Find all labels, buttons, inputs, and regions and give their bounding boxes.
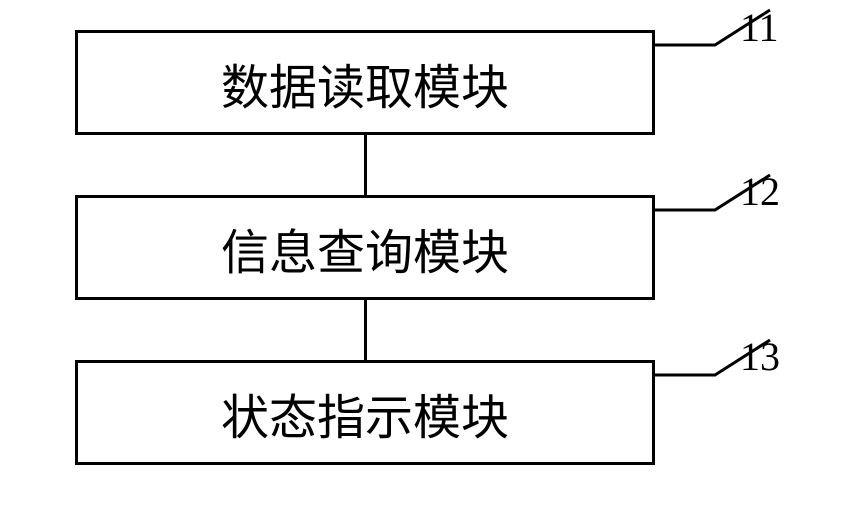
connector-b1-b2: [364, 135, 367, 195]
callout-number: 11: [740, 4, 779, 51]
block-status-indicator-module: 状态指示模块: [75, 360, 655, 465]
block-label: 信息查询模块: [221, 213, 509, 283]
block-data-read-module: 数据读取模块: [75, 30, 655, 135]
callout-number: 12: [740, 168, 780, 215]
diagram-canvas: 数据读取模块 信息查询模块 状态指示模块 11 12 13: [0, 0, 851, 507]
block-label: 状态指示模块: [221, 378, 509, 448]
block-label: 数据读取模块: [221, 48, 509, 118]
block-info-query-module: 信息查询模块: [75, 195, 655, 300]
callout-number: 13: [740, 333, 780, 380]
connector-b2-b3: [364, 300, 367, 360]
